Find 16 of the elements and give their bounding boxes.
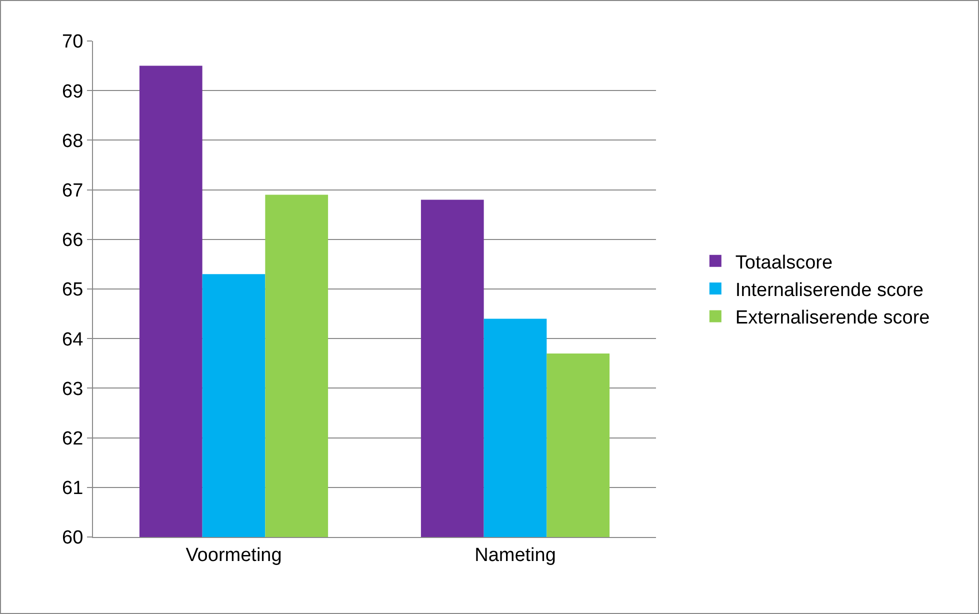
legend-label: Externaliserende score [735, 308, 930, 329]
y-tick-label: 70 [62, 32, 84, 53]
y-tick-label: 65 [62, 280, 84, 301]
y-tick-label: 61 [62, 478, 84, 500]
y-tick-label: 64 [62, 329, 84, 350]
y-tick-label: 60 [62, 528, 84, 549]
legend-label: Internaliserende score [735, 280, 924, 301]
x-tick-label: Nameting [474, 544, 556, 566]
y-tick-label: 66 [62, 230, 84, 252]
x-tick-label: Voormeting [186, 544, 282, 566]
y-tick-label: 62 [62, 428, 84, 450]
y-tick-label: 68 [62, 130, 84, 152]
y-tick-label: 69 [62, 81, 84, 102]
y-tick-label: 67 [62, 180, 84, 202]
legend-label: Totaalscore [735, 252, 833, 274]
y-tick-label: 63 [62, 378, 84, 400]
